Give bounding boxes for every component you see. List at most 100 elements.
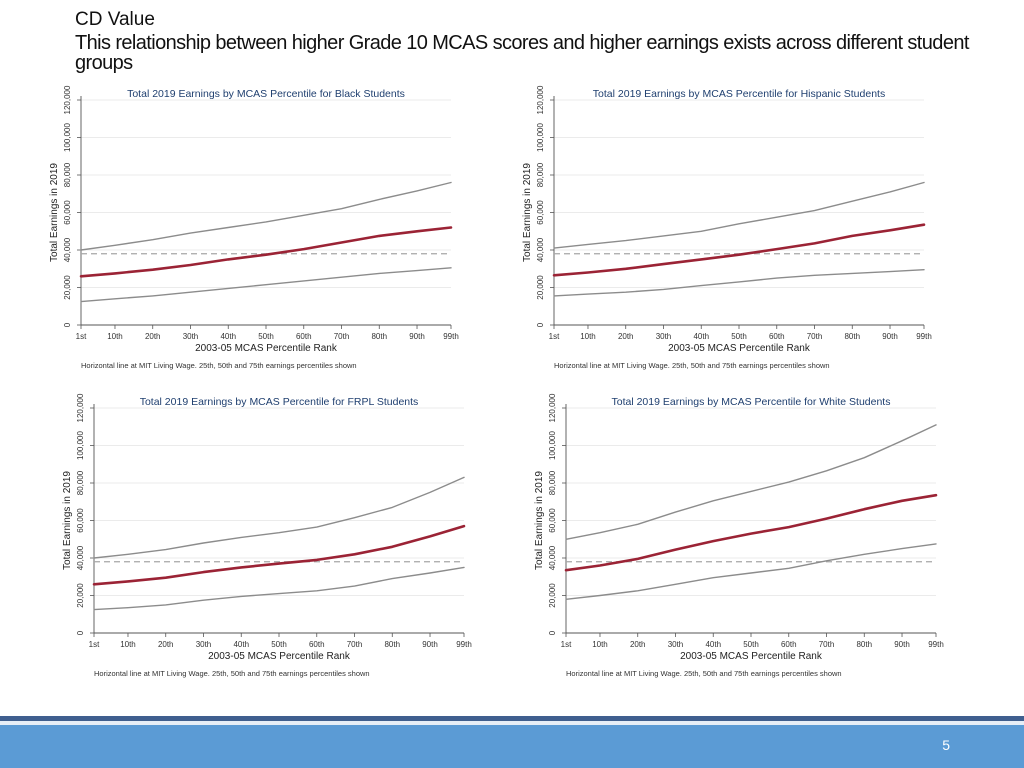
x-tick-label: 99th bbox=[456, 640, 472, 649]
series-line-p25 bbox=[80, 267, 452, 303]
chart-note: Horizontal line at MIT Living Wage. 25th… bbox=[566, 669, 842, 678]
x-tick-label: 70th bbox=[347, 640, 363, 649]
chart-note: Horizontal line at MIT Living Wage. 25th… bbox=[81, 361, 357, 370]
footer-divider bbox=[0, 721, 1024, 725]
x-tick-label: 1st bbox=[561, 640, 572, 649]
x-tick-label: 50th bbox=[731, 332, 747, 341]
y-tick-label: 20,000 bbox=[63, 275, 72, 300]
y-tick-label: 0 bbox=[63, 322, 72, 327]
chart-title: Total 2019 Earnings by MCAS Percentile f… bbox=[140, 396, 419, 408]
x-tick-label: 99th bbox=[928, 640, 944, 649]
x-tick-label: 80th bbox=[384, 640, 400, 649]
x-tick-label: 20th bbox=[630, 640, 646, 649]
series-line-p50 bbox=[564, 493, 938, 572]
x-tick-label: 90th bbox=[409, 332, 425, 341]
chart-hispanic-students: Total 2019 Earnings by MCAS Percentile f… bbox=[518, 84, 958, 384]
x-tick-label: 70th bbox=[807, 332, 823, 341]
x-axis-title: 2003-05 MCAS Percentile Rank bbox=[208, 651, 351, 662]
chart-note: Horizontal line at MIT Living Wage. 25th… bbox=[554, 361, 830, 370]
x-tick-label: 40th bbox=[220, 332, 236, 341]
y-tick-label: 40,000 bbox=[536, 237, 545, 262]
y-tick-label: 40,000 bbox=[548, 545, 557, 570]
series-line-p50 bbox=[79, 226, 453, 278]
y-tick-label: 60,000 bbox=[548, 508, 557, 533]
page-number: 5 bbox=[942, 737, 950, 753]
series-line-p50 bbox=[92, 524, 466, 586]
chart-black-students: Total 2019 Earnings by MCAS Percentile f… bbox=[45, 84, 485, 384]
y-tick-label: 100,000 bbox=[536, 122, 545, 151]
x-tick-label: 80th bbox=[856, 640, 872, 649]
x-tick-label: 99th bbox=[916, 332, 932, 341]
x-tick-label: 10th bbox=[107, 332, 123, 341]
chart-white-students: Total 2019 Earnings by MCAS Percentile f… bbox=[530, 392, 970, 692]
x-tick-label: 40th bbox=[693, 332, 709, 341]
y-tick-label: 100,000 bbox=[76, 430, 85, 459]
slide-subtitle: CD Value bbox=[75, 9, 155, 30]
x-tick-label: 60th bbox=[769, 332, 785, 341]
y-tick-label: 80,000 bbox=[536, 162, 545, 187]
y-tick-label: 0 bbox=[76, 630, 85, 635]
y-tick-label: 80,000 bbox=[548, 470, 557, 495]
x-axis-title: 2003-05 MCAS Percentile Rank bbox=[195, 343, 338, 354]
x-tick-label: 60th bbox=[296, 332, 312, 341]
x-tick-label: 90th bbox=[894, 640, 910, 649]
series-line-p75 bbox=[80, 181, 452, 251]
y-tick-label: 40,000 bbox=[76, 545, 85, 570]
series-line-p25 bbox=[93, 566, 465, 611]
x-tick-label: 10th bbox=[580, 332, 596, 341]
x-axis-title: 2003-05 MCAS Percentile Rank bbox=[668, 343, 811, 354]
y-tick-label: 0 bbox=[536, 322, 545, 327]
y-tick-label: 20,000 bbox=[76, 583, 85, 608]
y-tick-label: 60,000 bbox=[76, 508, 85, 533]
chart-svg: Total 2019 Earnings by MCAS Percentile f… bbox=[534, 393, 944, 678]
y-tick-label: 100,000 bbox=[63, 122, 72, 151]
x-tick-label: 90th bbox=[882, 332, 898, 341]
y-axis-title: Total Earnings in 2019 bbox=[49, 163, 60, 262]
slide-title: This relationship between higher Grade 1… bbox=[75, 32, 969, 74]
x-tick-label: 30th bbox=[196, 640, 212, 649]
x-tick-label: 30th bbox=[183, 332, 199, 341]
y-tick-label: 0 bbox=[548, 630, 557, 635]
x-tick-label: 20th bbox=[618, 332, 634, 341]
x-tick-label: 20th bbox=[145, 332, 161, 341]
y-tick-label: 80,000 bbox=[63, 162, 72, 187]
chart-note: Horizontal line at MIT Living Wage. 25th… bbox=[94, 669, 370, 678]
y-tick-label: 20,000 bbox=[536, 275, 545, 300]
x-axis-title: 2003-05 MCAS Percentile Rank bbox=[680, 651, 823, 662]
x-tick-label: 70th bbox=[334, 332, 350, 341]
chart-title: Total 2019 Earnings by MCAS Percentile f… bbox=[593, 88, 885, 100]
y-tick-label: 120,000 bbox=[536, 85, 545, 114]
x-tick-label: 40th bbox=[705, 640, 721, 649]
y-axis-title: Total Earnings in 2019 bbox=[534, 471, 545, 570]
x-tick-label: 60th bbox=[309, 640, 325, 649]
x-tick-label: 60th bbox=[781, 640, 797, 649]
chart-frpl-students: Total 2019 Earnings by MCAS Percentile f… bbox=[58, 392, 498, 692]
x-tick-label: 20th bbox=[158, 640, 174, 649]
y-tick-label: 120,000 bbox=[548, 393, 557, 422]
y-tick-label: 40,000 bbox=[63, 237, 72, 262]
x-tick-label: 50th bbox=[743, 640, 759, 649]
x-tick-label: 30th bbox=[656, 332, 672, 341]
y-tick-label: 60,000 bbox=[536, 200, 545, 225]
series-line-p75 bbox=[565, 424, 937, 541]
y-tick-label: 100,000 bbox=[548, 430, 557, 459]
x-tick-label: 30th bbox=[668, 640, 684, 649]
y-tick-label: 120,000 bbox=[76, 393, 85, 422]
x-tick-label: 40th bbox=[233, 640, 249, 649]
x-tick-label: 1st bbox=[76, 332, 87, 341]
series-line-p25 bbox=[553, 268, 925, 297]
x-tick-label: 10th bbox=[120, 640, 136, 649]
y-tick-label: 80,000 bbox=[76, 470, 85, 495]
series-line-p50 bbox=[552, 223, 926, 277]
x-tick-label: 10th bbox=[592, 640, 608, 649]
chart-svg: Total 2019 Earnings by MCAS Percentile f… bbox=[49, 85, 459, 370]
x-tick-label: 1st bbox=[89, 640, 100, 649]
y-tick-label: 120,000 bbox=[63, 85, 72, 114]
chart-title: Total 2019 Earnings by MCAS Percentile f… bbox=[127, 88, 405, 100]
x-tick-label: 1st bbox=[549, 332, 560, 341]
y-tick-label: 20,000 bbox=[548, 583, 557, 608]
chart-title: Total 2019 Earnings by MCAS Percentile f… bbox=[612, 396, 891, 408]
chart-svg: Total 2019 Earnings by MCAS Percentile f… bbox=[62, 393, 472, 678]
x-tick-label: 99th bbox=[443, 332, 459, 341]
footer-bar bbox=[0, 725, 1024, 768]
